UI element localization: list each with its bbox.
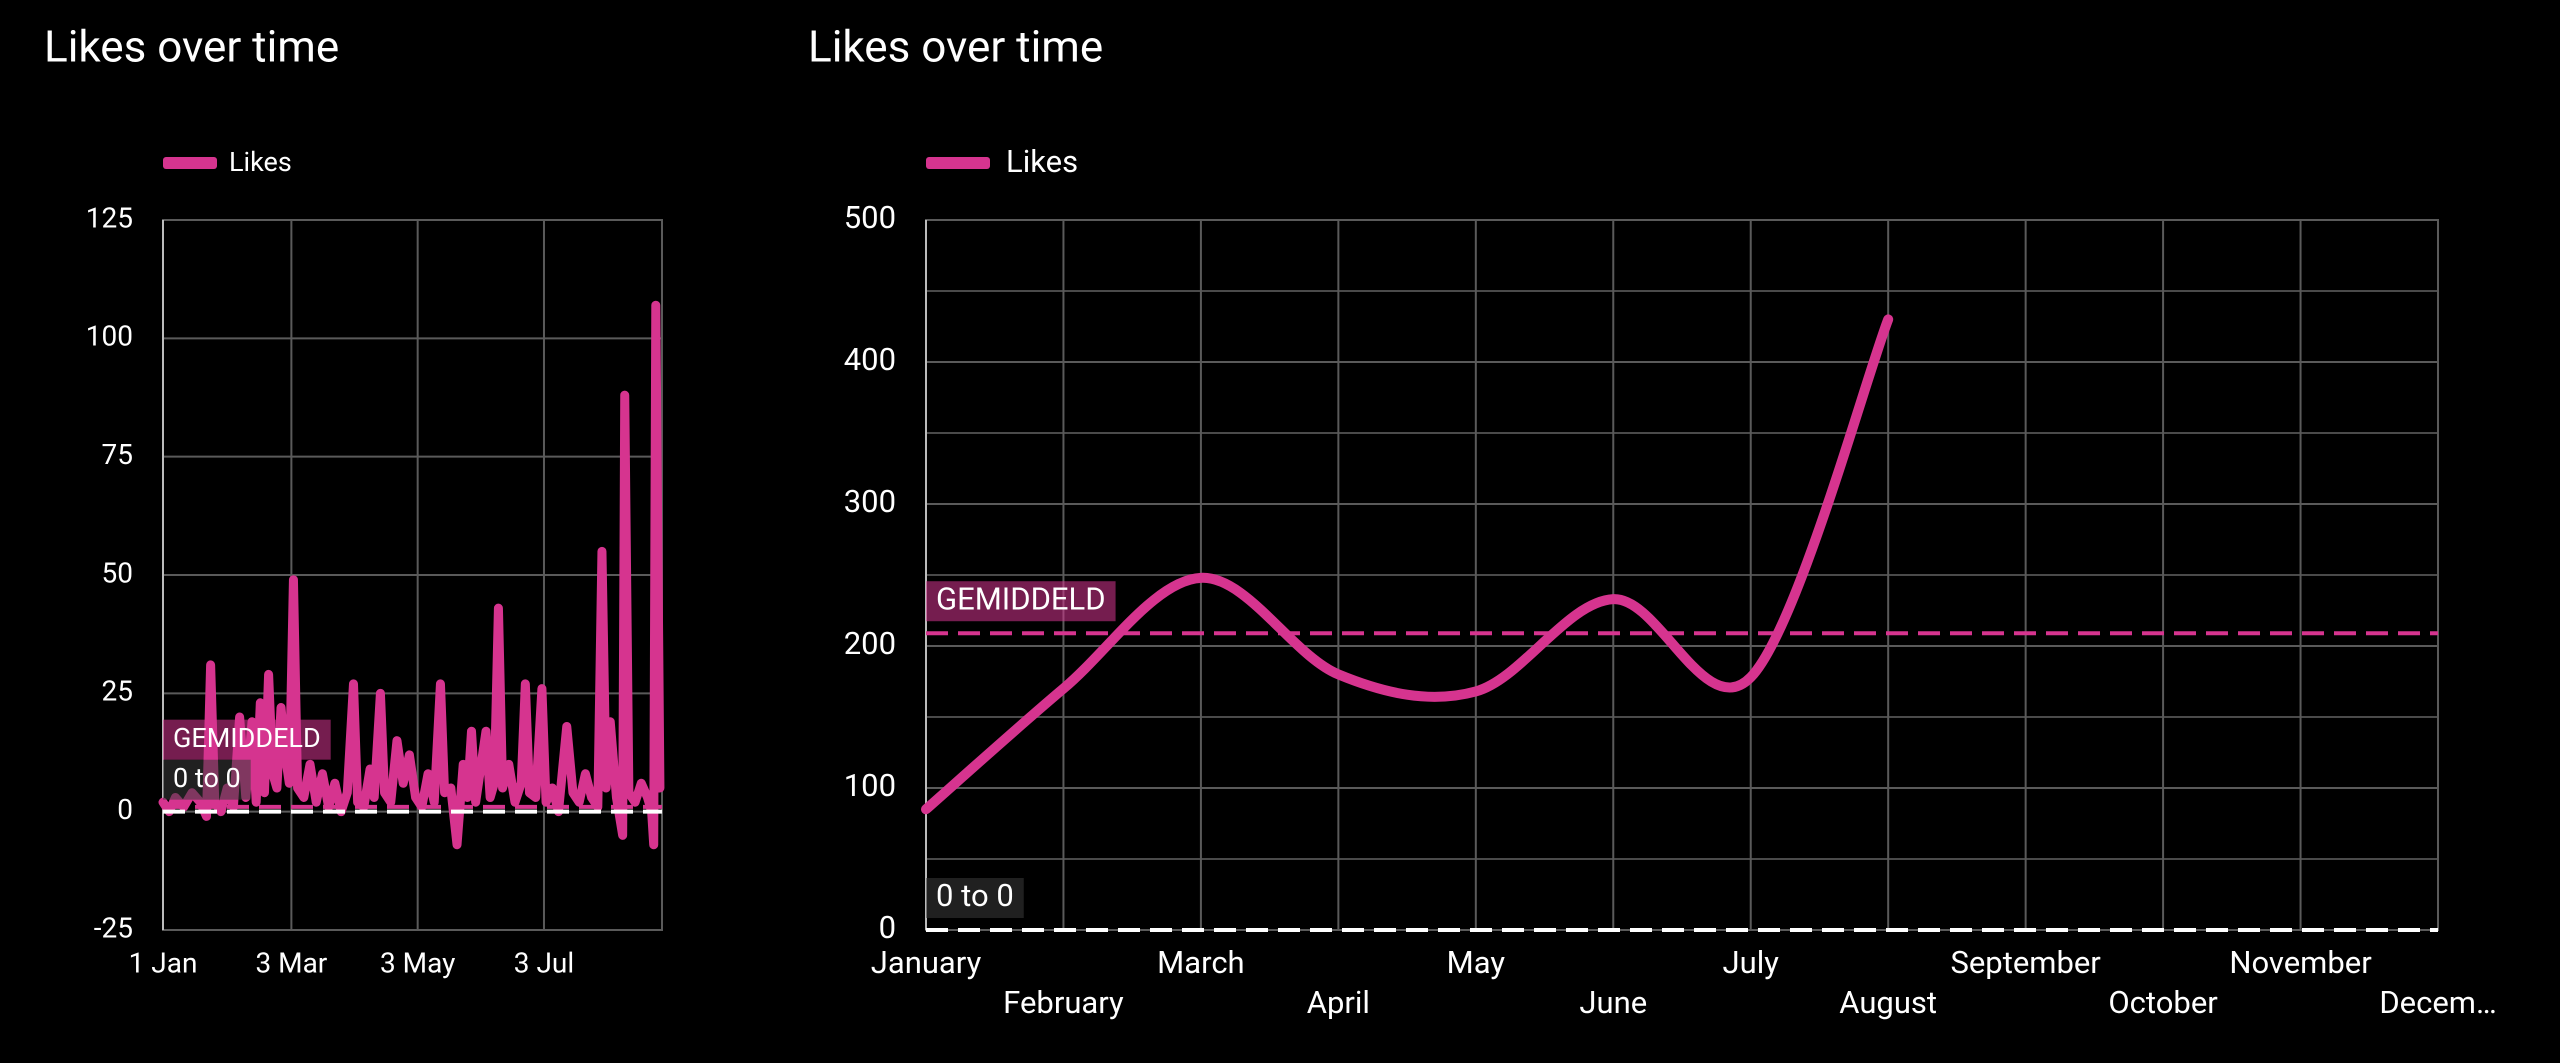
y-tick-label: 25	[102, 675, 133, 708]
y-tick-label: 75	[102, 438, 133, 471]
x-tick-label: 3 May	[380, 946, 455, 979]
x-tick-label: August	[1839, 984, 1937, 1021]
x-tick-label: April	[1307, 984, 1370, 1021]
y-tick-label: 50	[102, 556, 133, 589]
x-tick-label: February	[1003, 984, 1124, 1021]
reference-label: GEMIDDELD	[173, 722, 321, 754]
x-tick-label: 3 Jul	[514, 946, 574, 979]
x-tick-label: 1 Jan	[129, 946, 198, 979]
chart-title: Likes over time	[808, 21, 1103, 73]
x-tick-label: 3 Mar	[255, 946, 327, 979]
reference-label-bg	[163, 759, 251, 800]
y-tick-label: 500	[844, 199, 896, 236]
x-tick-label: July	[1723, 944, 1780, 981]
legend-swatch	[163, 157, 217, 169]
y-tick-label: -25	[94, 911, 133, 944]
legend-swatch	[926, 157, 990, 169]
x-tick-label: Decem…	[2379, 984, 2496, 1021]
reference-label: GEMIDDELD	[936, 580, 1106, 617]
reference-label-bg	[926, 878, 1024, 918]
x-tick-label: June	[1579, 984, 1647, 1021]
y-tick-label: 300	[844, 483, 896, 520]
x-tick-label: November	[2229, 944, 2372, 981]
legend-label: Likes	[229, 146, 292, 178]
x-tick-label: October	[2108, 984, 2218, 1021]
y-tick-label: 125	[86, 201, 133, 234]
x-tick-label: September	[1950, 944, 2101, 981]
reference-label-bg	[926, 581, 1116, 622]
y-tick-label: 0	[117, 793, 133, 826]
y-tick-label: 100	[844, 767, 896, 804]
reference-label: 0 to 0	[936, 877, 1014, 914]
y-tick-label: 100	[86, 320, 133, 353]
chart: Likes over time Likes 0 100 200 300 400 500 Janu…	[808, 21, 2497, 1022]
x-tick-label: May	[1447, 944, 1506, 981]
chart-title: Likes over time	[44, 21, 339, 73]
x-tick-label: March	[1157, 944, 1244, 981]
y-tick-label: 400	[844, 341, 896, 378]
series-line	[921, 314, 1894, 815]
chart: Likes over time Likes -25 0 25 50 75 100 125 1 Ja…	[44, 21, 665, 979]
x-tick-label: January	[871, 944, 982, 981]
legend-label: Likes	[1006, 143, 1078, 180]
y-tick-label: 200	[844, 625, 896, 662]
reference-label: 0 to 0	[173, 762, 241, 794]
y-tick-label: 0	[879, 909, 896, 946]
reference-label-bg	[163, 719, 331, 760]
